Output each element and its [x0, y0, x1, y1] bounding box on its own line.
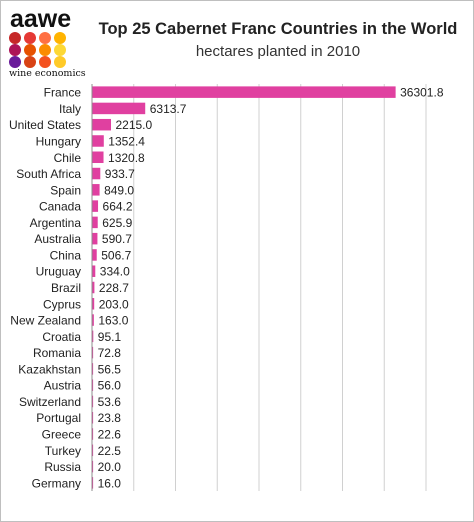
bar	[92, 379, 94, 391]
bar	[92, 86, 396, 98]
logo-subtitle: wine economics	[9, 68, 86, 79]
logo-dot	[9, 32, 21, 44]
category-label: Croatia	[42, 330, 81, 344]
bar	[92, 428, 94, 440]
category-label: Argentina	[30, 216, 82, 230]
category-label: Chile	[54, 151, 82, 165]
data-label: 1320.8	[108, 151, 145, 165]
data-label: 72.8	[98, 346, 122, 360]
category-label: France	[44, 86, 82, 100]
logo-dots	[9, 32, 66, 68]
logo-dot	[39, 32, 51, 44]
logo-dot	[24, 32, 36, 44]
data-label: 203.0	[99, 297, 129, 311]
bar	[92, 184, 100, 196]
data-label: 664.2	[103, 200, 133, 214]
logo-dot	[24, 56, 36, 68]
data-label: 163.0	[98, 314, 128, 328]
bar	[92, 200, 99, 212]
bar	[92, 460, 94, 473]
category-label: South Africa	[16, 167, 81, 181]
data-label: 56.5	[98, 362, 122, 376]
logo-dot	[9, 56, 21, 68]
bar	[92, 395, 94, 408]
data-label: 2215.0	[115, 118, 152, 132]
category-label: Russia	[44, 460, 81, 474]
data-label: 20.0	[98, 460, 122, 474]
category-label: Kazakhstan	[18, 362, 81, 376]
bar	[92, 118, 111, 131]
bar	[92, 151, 104, 164]
category-label: Austria	[44, 379, 82, 393]
data-label: 22.6	[98, 428, 122, 442]
logo-dot	[39, 44, 51, 56]
category-label: Uruguay	[36, 265, 81, 279]
data-label: 334.0	[100, 265, 130, 279]
data-label: 933.7	[105, 167, 135, 181]
data-label: 95.1	[98, 330, 122, 344]
data-label: 53.6	[98, 395, 122, 409]
chart-title: Top 25 Cabernet Franc Countries in the W…	[98, 20, 458, 38]
data-label: 23.8	[98, 411, 122, 425]
category-label: Turkey	[45, 444, 81, 458]
logo-dot	[39, 56, 51, 68]
category-label: Hungary	[36, 134, 81, 148]
bar	[92, 232, 98, 245]
bar	[92, 102, 146, 115]
category-label: Spain	[50, 183, 81, 197]
category-label: New Zealand	[10, 314, 81, 328]
data-label: 56.0	[98, 379, 122, 393]
category-label: Australia	[34, 232, 81, 246]
data-label: 506.7	[101, 248, 131, 262]
bar	[92, 298, 95, 310]
bar	[92, 444, 94, 457]
data-label: 228.7	[99, 281, 129, 295]
category-label: Greece	[42, 428, 82, 442]
bar	[92, 346, 94, 359]
data-label: 16.0	[98, 476, 122, 490]
category-label: Cyprus	[43, 297, 81, 311]
data-label: 625.9	[102, 216, 132, 230]
bar	[92, 477, 94, 489]
logo-wordmark: aawe	[10, 5, 72, 33]
logo-dot	[54, 32, 66, 44]
bar	[92, 167, 101, 180]
bar	[92, 265, 96, 277]
category-label: Brazil	[51, 281, 81, 295]
logo-dot	[24, 44, 36, 56]
category-label: Canada	[39, 200, 81, 214]
bar	[92, 314, 94, 326]
category-label: China	[50, 248, 82, 262]
category-label: Romania	[33, 346, 81, 360]
data-label: 22.5	[98, 444, 122, 458]
bar	[92, 249, 97, 261]
data-label: 6313.7	[150, 102, 187, 116]
bar	[92, 216, 98, 229]
chart-subtitle: hectares planted in 2010	[195, 43, 361, 60]
logo-dot	[54, 44, 66, 56]
category-label: Germany	[32, 476, 81, 490]
category-label: Portugal	[36, 411, 81, 425]
bar	[92, 281, 95, 294]
bar	[92, 411, 94, 424]
data-label: 849.0	[104, 183, 134, 197]
logo-dot	[9, 44, 21, 56]
category-label: Italy	[59, 102, 81, 116]
data-label: 1352.4	[108, 134, 145, 148]
category-label: Switzerland	[19, 395, 81, 409]
bar	[92, 330, 94, 343]
logo-dot	[54, 56, 66, 68]
category-label: United States	[9, 118, 81, 132]
aawe-logo: aawe wine economics	[8, 6, 88, 82]
data-label: 36301.8	[400, 86, 444, 100]
bar	[92, 363, 94, 375]
data-label: 590.7	[102, 232, 132, 246]
bar	[92, 135, 104, 147]
